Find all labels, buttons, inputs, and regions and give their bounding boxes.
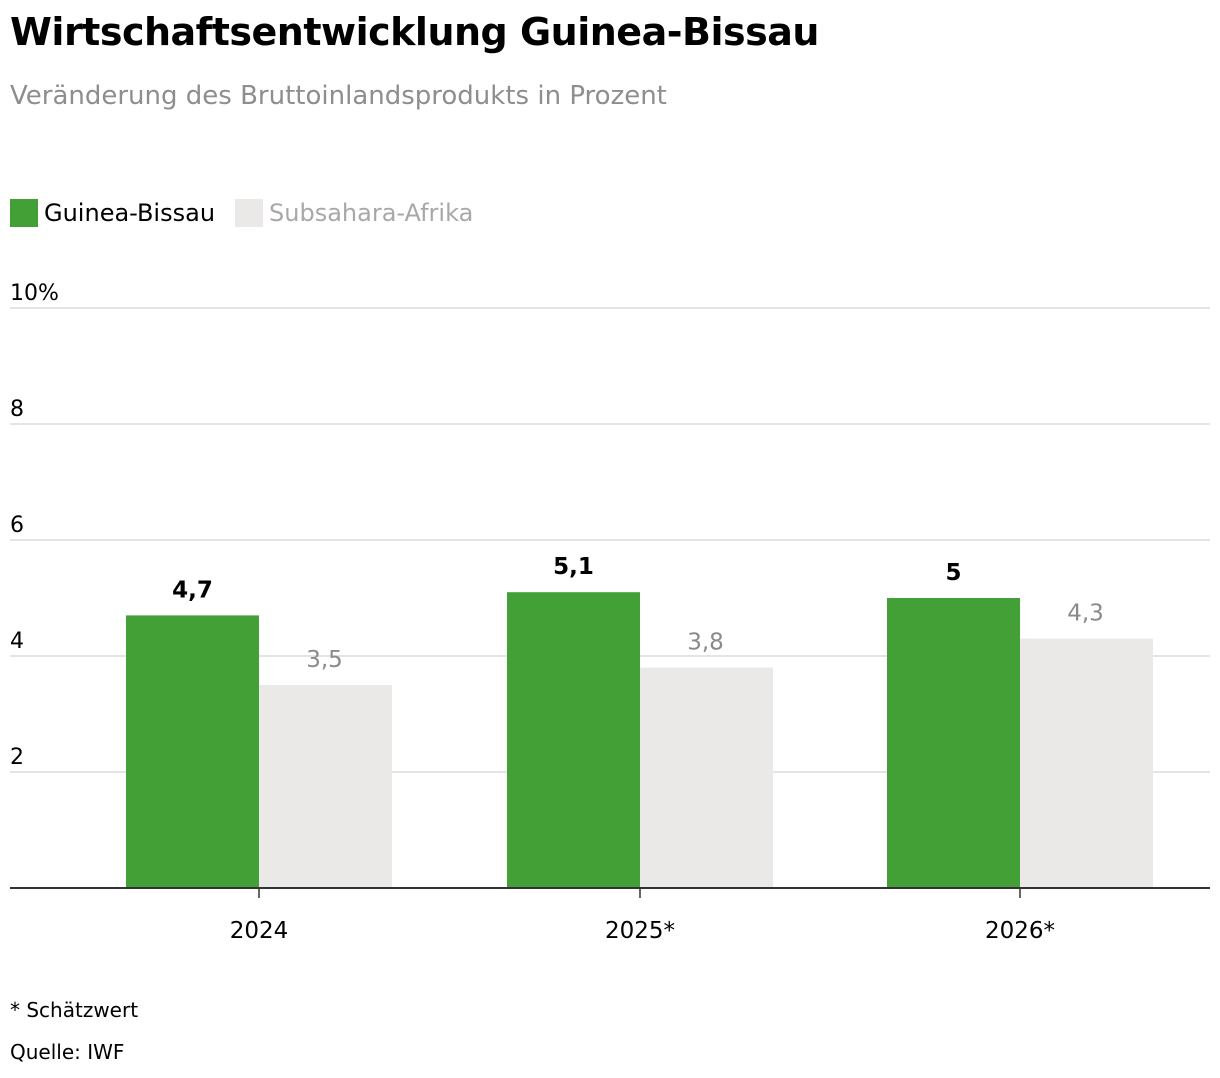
legend-item-guinea-bissau: Guinea-Bissau — [10, 196, 215, 230]
x-tick-label-1: 2024 — [230, 918, 289, 944]
bar-guinea-bissau-3 — [887, 598, 1020, 888]
legend-swatch-subsahara-afrika — [235, 199, 264, 227]
x-tick-label-3: 2026* — [985, 918, 1055, 944]
source-note: Quelle: IWF — [10, 1040, 125, 1064]
bar-subsahara-afrika-2 — [640, 667, 773, 888]
legend-label-subsahara-afrika: Subsahara-Afrika — [269, 199, 474, 227]
y-tick-label-6: 6 — [10, 513, 24, 538]
bar-subsahara-afrika-3 — [1020, 638, 1153, 888]
y-tick-label-10: 10% — [10, 281, 59, 306]
value-label-guinea-bissau-3: 5 — [945, 560, 961, 586]
y-tick-label-2: 2 — [10, 745, 24, 770]
value-label-subsahara-afrika-1: 3,5 — [306, 647, 343, 673]
bar-guinea-bissau-2 — [507, 592, 640, 888]
value-label-guinea-bissau-1: 4,7 — [172, 577, 213, 603]
legend-swatch-guinea-bissau — [10, 199, 38, 227]
value-label-subsahara-afrika-2: 3,8 — [687, 630, 724, 656]
y-tick-label-8: 8 — [10, 397, 24, 422]
legend-label-guinea-bissau: Guinea-Bissau — [44, 199, 216, 227]
value-label-guinea-bissau-2: 5,1 — [553, 554, 594, 580]
chart-subtitle: Veränderung des Bruttoinlandsprodukts in… — [10, 81, 667, 111]
bar-guinea-bissau-1 — [126, 615, 259, 888]
value-label-subsahara-afrika-3: 4,3 — [1067, 601, 1104, 627]
legend: Guinea-Bissau Subsahara-Afrika — [10, 196, 493, 230]
legend-item-subsahara-afrika: Subsahara-Afrika — [235, 196, 473, 230]
footnote-estimate: * Schätzwert — [10, 998, 139, 1022]
chart-title: Wirtschaftsentwicklung Guinea-Bissau — [10, 10, 819, 54]
bar-subsahara-afrika-1 — [259, 685, 392, 888]
y-tick-label-4: 4 — [10, 629, 24, 654]
x-tick-label-2: 2025* — [605, 918, 675, 944]
